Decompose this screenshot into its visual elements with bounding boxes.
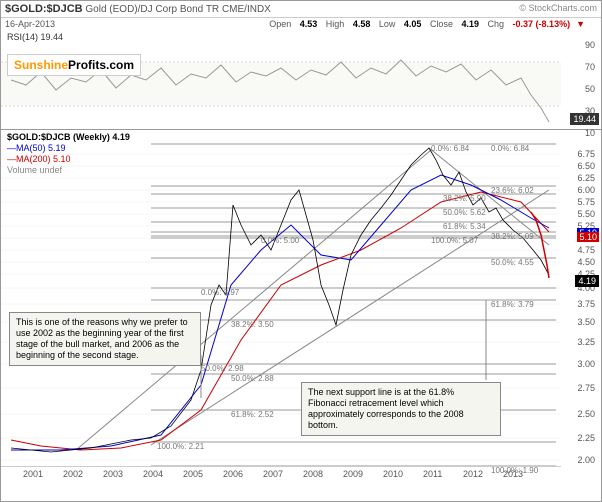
chart-container: © StockCharts.com $GOLD:$DJCB Gold (EOD)…: [0, 0, 602, 502]
date-text: 16-Apr-2013: [5, 19, 55, 29]
chg-value: -0.37 (-8.13%): [513, 19, 571, 29]
exchange-text: CME/INDX: [222, 4, 271, 15]
chart-header: © StockCharts.com $GOLD:$DJCB Gold (EOD)…: [1, 1, 601, 18]
watermark: SunshineProfits.com: [7, 54, 141, 76]
low-label: Low: [379, 19, 396, 29]
ma50-label: —MA(50) 5.19: [7, 143, 130, 154]
description-text: Gold (EOD)/DJ Corp Bond TR: [85, 4, 219, 15]
callout-support-line: The next support line is at the 61.8% Fi…: [301, 382, 501, 436]
rsi-svg: [1, 30, 561, 130]
high-value: 4.58: [353, 19, 371, 29]
down-arrow-icon: ▼: [576, 19, 585, 29]
open-value: 4.53: [300, 19, 318, 29]
callout2-text: The next support line is at the 61.8% Fi…: [308, 387, 464, 430]
close-label: Close: [430, 19, 453, 29]
high-label: High: [326, 19, 345, 29]
low-value: 4.05: [404, 19, 422, 29]
callout-bull-stages: This is one of the reasons why we prefer…: [9, 312, 201, 366]
ma200-box: 5.10: [577, 232, 599, 242]
watermark-sun: Sunshine: [14, 58, 68, 72]
callout1-text: This is one of the reasons why we prefer…: [16, 317, 188, 360]
ohlc-row: 16-Apr-2013 Open 4.53 High 4.58 Low 4.05…: [1, 18, 601, 30]
rsi-value-box: 19.44: [570, 113, 599, 125]
open-label: Open: [269, 19, 291, 29]
close-box: 4.19: [575, 275, 599, 287]
watermark-prof: Profits.com: [68, 58, 134, 72]
main-title: $GOLD:$DJCB (Weekly) 4.19: [7, 132, 130, 143]
main-labels: $GOLD:$DJCB (Weekly) 4.19 —MA(50) 5.19 —…: [7, 132, 130, 176]
volume-label: Volume undef: [7, 165, 130, 176]
close-value: 4.19: [461, 19, 479, 29]
chg-label: Chg: [488, 19, 505, 29]
symbol-text: $GOLD:$DJCB: [5, 3, 83, 15]
ma200-label: —MA(200) 5.10: [7, 154, 130, 165]
rsi-panel: RSI(14) 19.44 SunshineProfits.com 907050…: [1, 30, 601, 130]
main-x-axis: 2001200220032004200520062007200820092010…: [1, 466, 561, 480]
attribution-text: © StockCharts.com: [519, 3, 597, 13]
main-panel: $GOLD:$DJCB (Weekly) 4.19 —MA(50) 5.19 —…: [1, 130, 601, 480]
